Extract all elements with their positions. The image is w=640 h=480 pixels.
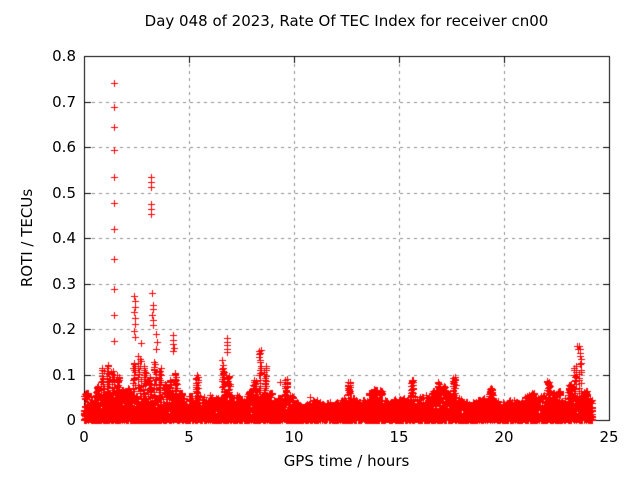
chart-title: Day 048 of 2023, Rate Of TEC Index for r… — [144, 12, 549, 30]
x-tick-label: 10 — [284, 428, 304, 446]
y-tick-label: 0.5 — [52, 183, 76, 202]
y-tick-label: 0.3 — [52, 274, 76, 293]
y-tick-label: 0.4 — [52, 229, 76, 247]
y-tick-label: 0.2 — [52, 320, 76, 338]
x-tick-label: 15 — [389, 428, 409, 446]
x-tick-label: 5 — [184, 428, 194, 446]
x-tick-label: 0 — [79, 428, 89, 446]
y-tick-label: 0.1 — [52, 365, 76, 384]
y-tick-label: 0.6 — [52, 138, 76, 156]
x-tick-label: 25 — [599, 428, 619, 446]
x-axis-title: GPS time / hours — [283, 452, 410, 470]
x-tick-label: 20 — [494, 428, 514, 446]
y-tick-label: 0 — [66, 411, 76, 429]
y-tick-label: 0.8 — [52, 47, 76, 65]
y-tick-label: 0.7 — [52, 92, 76, 111]
